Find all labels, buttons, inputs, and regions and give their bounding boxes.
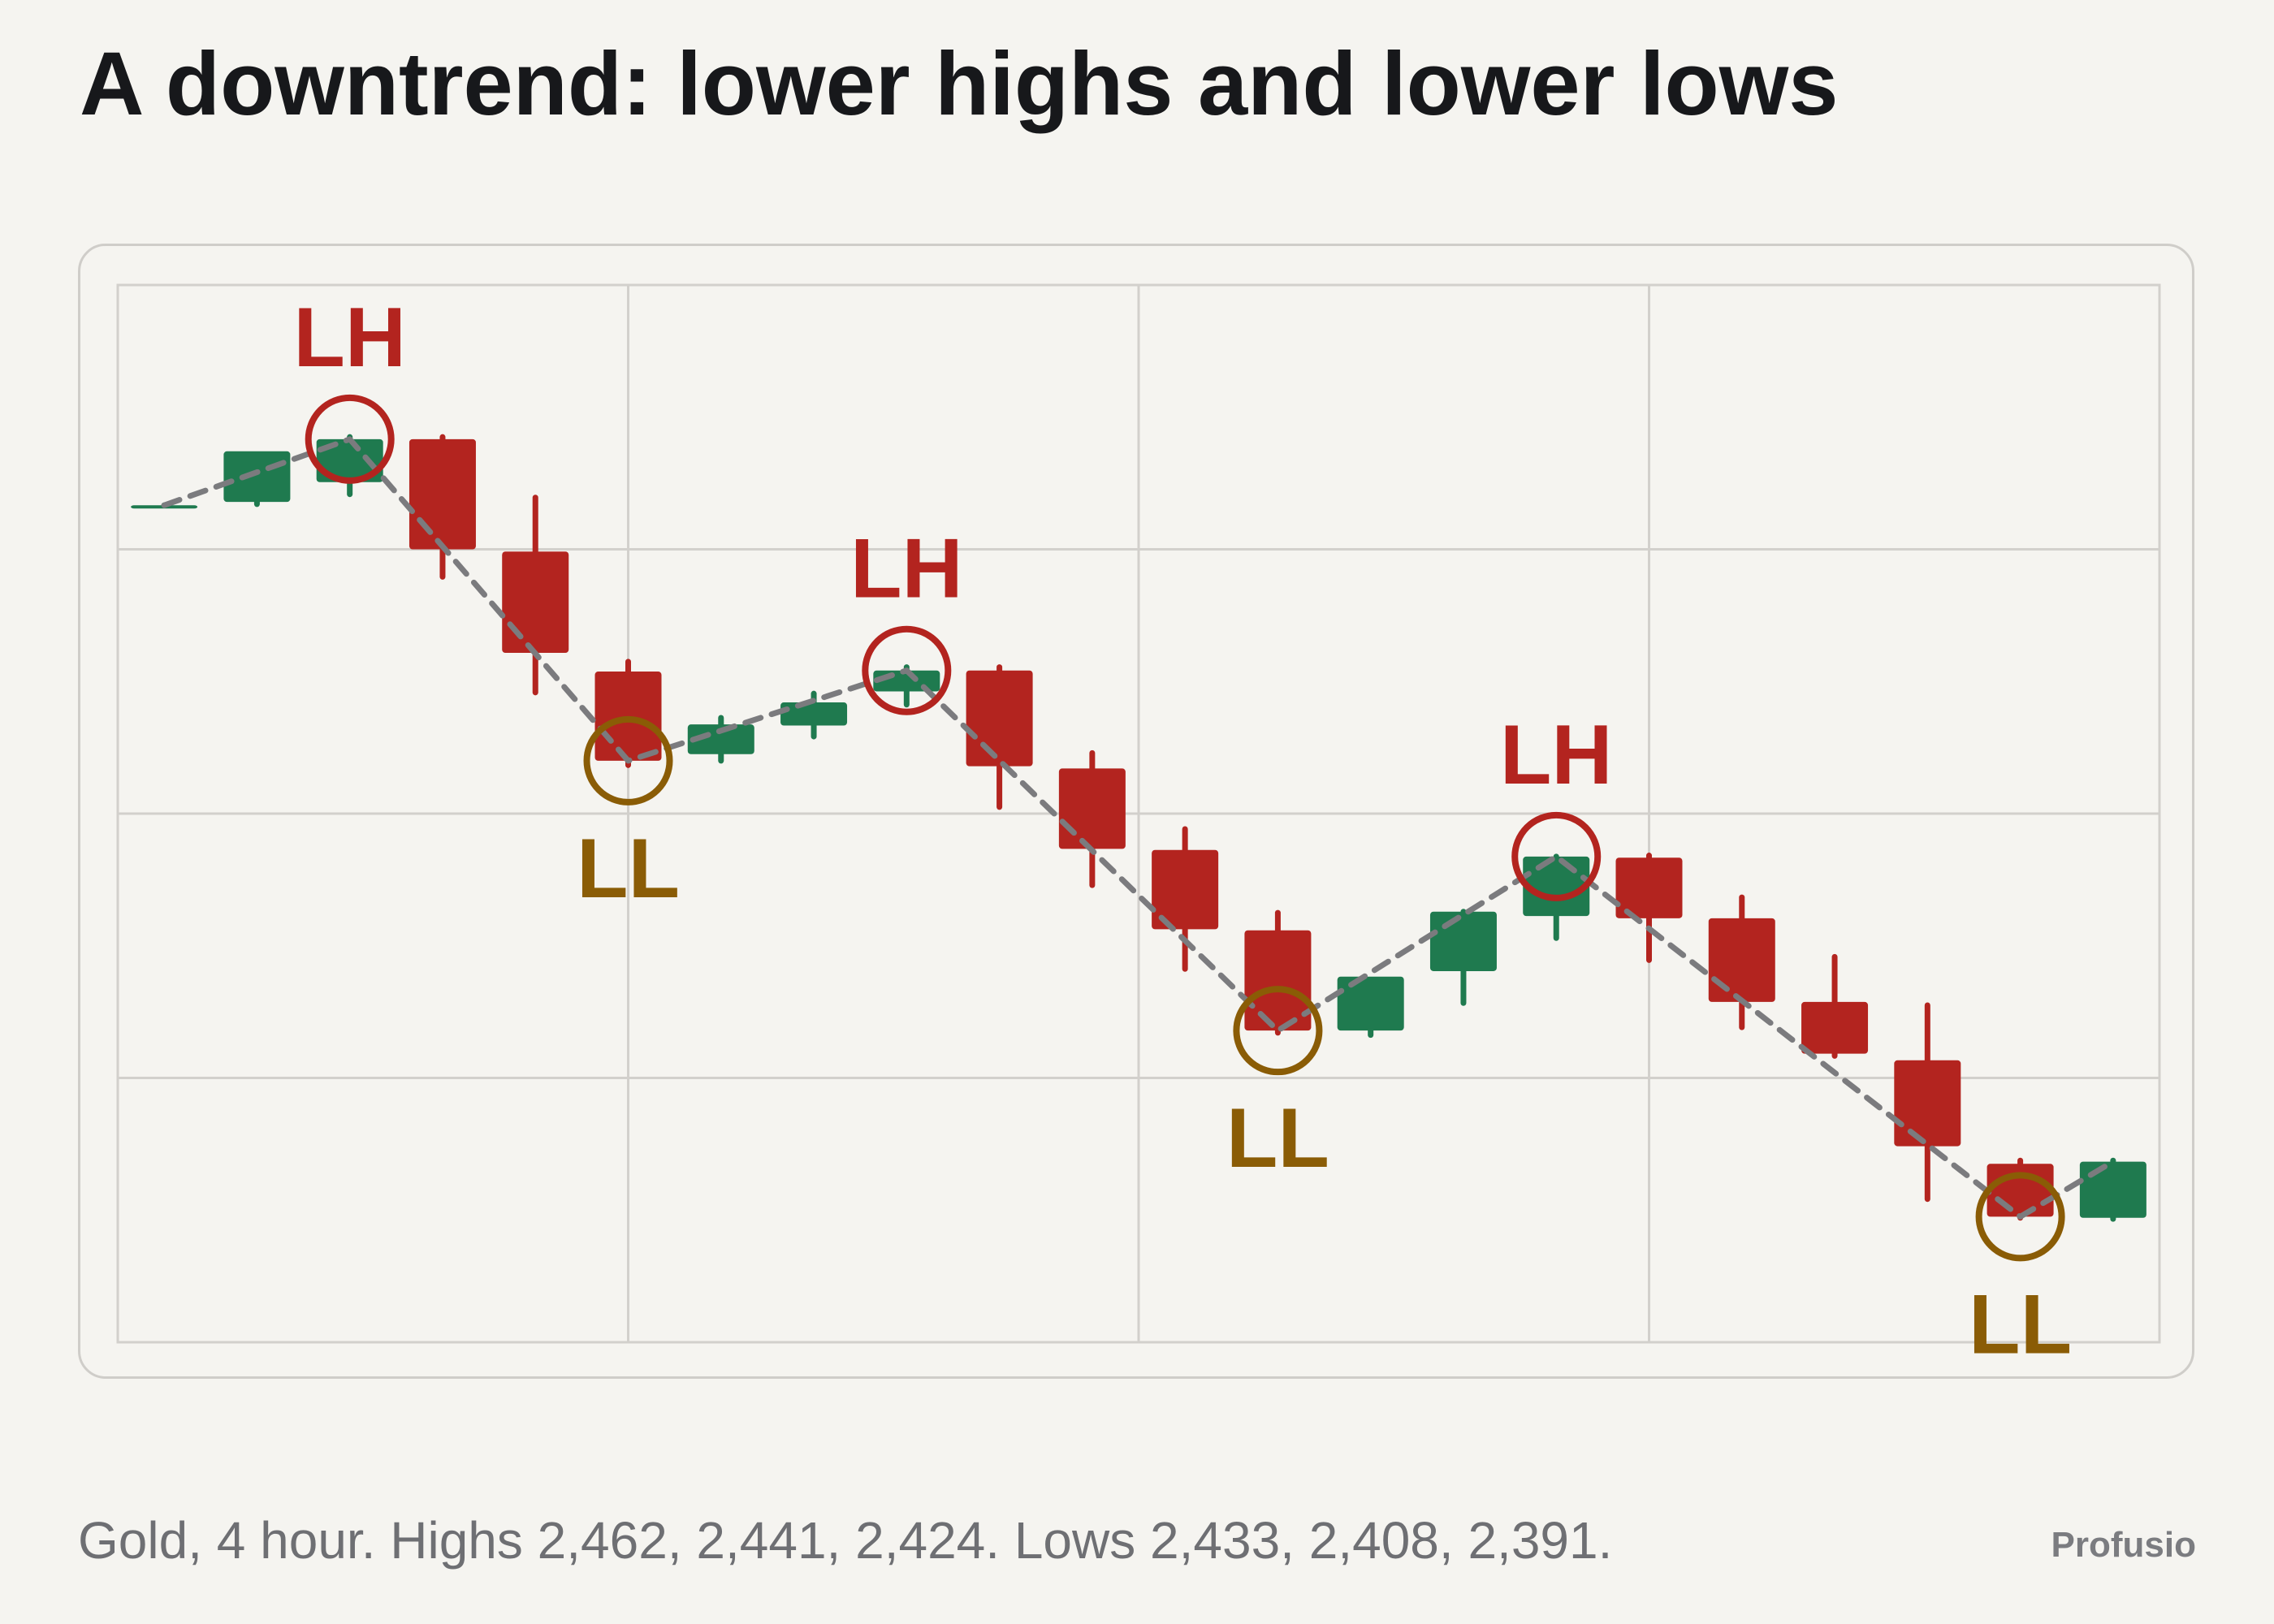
lower-low-label: LL <box>1969 1277 2072 1371</box>
lower-high-label: LH <box>293 291 406 385</box>
lower-low-label: LL <box>577 822 680 916</box>
swing-low-circle <box>583 715 673 806</box>
lower-high-marker: LH <box>1500 708 1613 901</box>
candle-bearish <box>1058 749 1126 888</box>
chart-title: A downtrend: lower highs and lower lows <box>80 34 1839 134</box>
swing-high-circle <box>862 625 952 715</box>
lower-low-marker: LL <box>577 715 680 916</box>
candle-bearish <box>502 495 569 696</box>
chart-frame: LH LH LH LL LL LL <box>78 244 2194 1379</box>
candle-bullish <box>2079 1157 2146 1222</box>
lower-high-label: LH <box>850 522 963 616</box>
candle-body <box>1244 930 1312 1031</box>
candle-body <box>1337 976 1404 1031</box>
lower-low-label: LL <box>1226 1091 1329 1186</box>
candle-bullish <box>687 715 754 764</box>
candle-bullish <box>1429 909 1497 1006</box>
candle-body <box>1058 768 1126 849</box>
lower-low-marker: LL <box>1226 986 1329 1186</box>
candle-bearish <box>1615 853 1683 963</box>
lower-high-marker: LH <box>293 291 406 484</box>
candle-body <box>502 551 569 653</box>
candle-body <box>223 451 291 503</box>
chart-caption: Gold, 4 hour. Highs 2,462, 2,441, 2,424.… <box>78 1511 1613 1570</box>
swing-low-circle <box>1975 1172 2065 1262</box>
candle-body <box>316 438 383 482</box>
candle-body <box>1987 1164 2054 1217</box>
candle-body <box>780 702 848 726</box>
candle-body <box>1523 856 1590 917</box>
trend-line-group <box>161 436 2116 1220</box>
candle-body <box>1801 1001 1869 1054</box>
trend-line <box>161 436 2116 1220</box>
candle-body <box>1429 911 1497 971</box>
candle-body <box>966 670 1033 767</box>
candle-body <box>687 724 754 754</box>
brand-logo: Profusio <box>2051 1525 2196 1565</box>
lower-high-label: LH <box>1500 708 1613 802</box>
candle-bearish <box>594 659 662 768</box>
candle-body <box>1615 857 1683 918</box>
candle-bearish <box>1244 909 1312 1036</box>
swing-high-circle <box>305 394 395 484</box>
candle-bullish <box>223 451 291 508</box>
candlestick-chart: LH LH LH LL LL LL <box>116 283 2161 1372</box>
lower-high-marker: LH <box>850 522 963 715</box>
swing-markers: LH LH LH LL LL LL <box>293 291 2072 1372</box>
candle-body <box>1708 918 1775 1002</box>
swing-low-circle <box>1233 986 1323 1076</box>
candle-bearish <box>1708 894 1775 1030</box>
lower-low-marker: LL <box>1969 1172 2072 1371</box>
candle-body <box>2079 1161 2146 1218</box>
candle-bearish <box>1894 1002 1961 1203</box>
candle-bullish <box>1337 976 1404 1039</box>
candle-body <box>1894 1060 1961 1147</box>
candle-bearish <box>1987 1157 2054 1221</box>
candle-bullish <box>316 434 383 498</box>
candle-body <box>1152 849 1219 930</box>
candle-body <box>409 438 476 550</box>
candle-bearish <box>1152 826 1219 972</box>
candle-bearish <box>409 434 476 580</box>
swing-high-circle <box>1511 811 1602 901</box>
candle-bearish <box>1801 953 1869 1059</box>
